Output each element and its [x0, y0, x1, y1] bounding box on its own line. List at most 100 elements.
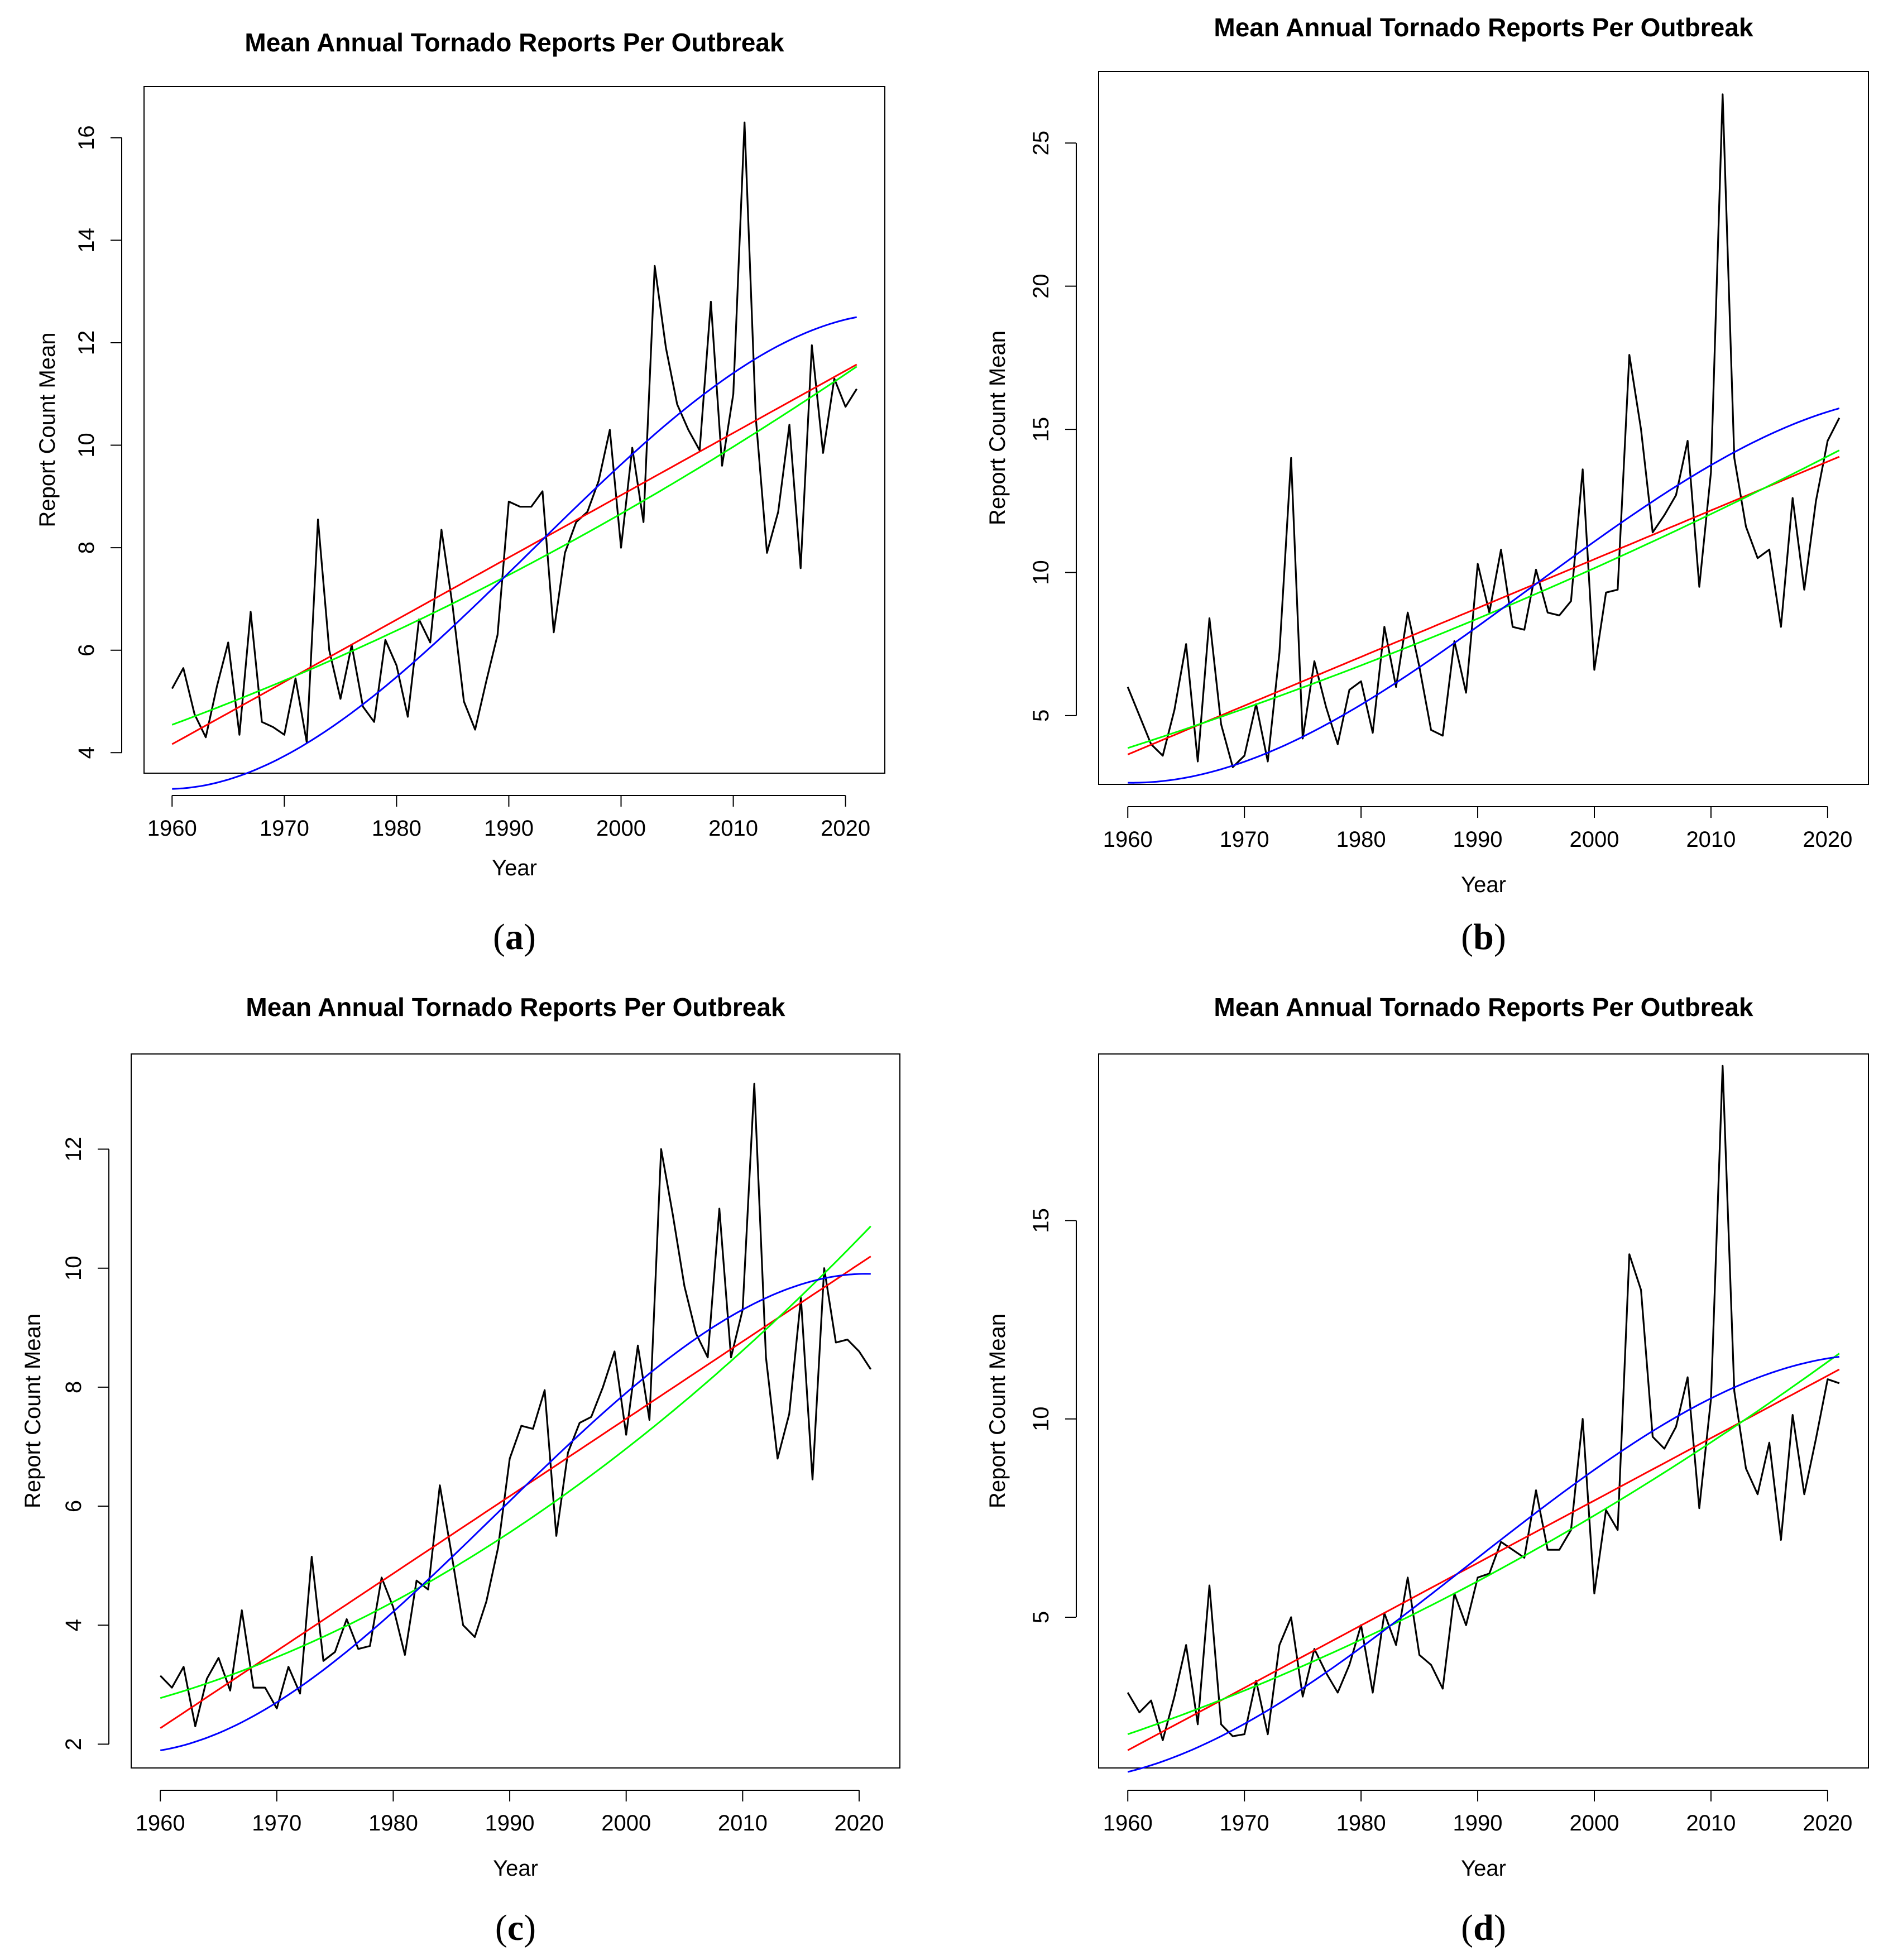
- plot-frame: [131, 1053, 900, 1769]
- plot-frame: [1098, 1053, 1869, 1769]
- chart-panel-a: Mean Annual Tornado Reports Per Outbreak…: [35, 28, 885, 957]
- chart-title: Mean Annual Tornado Reports Per Outbreak: [246, 993, 785, 1022]
- y-tick-label: 12: [74, 330, 99, 356]
- y-axis-label: Report Count Mean: [985, 330, 1010, 525]
- y-tick-label: 8: [61, 1381, 86, 1393]
- caption-letter: b: [1473, 917, 1494, 957]
- y-tick-label: 10: [61, 1255, 86, 1281]
- series-observed-line: [1127, 1065, 1840, 1741]
- y-tick-label: 8: [74, 541, 99, 554]
- chart-title: Mean Annual Tornado Reports Per Outbreak: [1214, 993, 1753, 1022]
- caption-paren-close: ): [524, 1908, 536, 1948]
- x-tick-label: 1990: [1453, 827, 1503, 852]
- x-tick-label: 2010: [718, 1811, 768, 1836]
- x-tick-label: 1980: [368, 1811, 418, 1836]
- series-cubic-trend-line: [1127, 1355, 1839, 1773]
- y-tick-label: 6: [74, 644, 99, 656]
- panel-caption: (a): [493, 917, 536, 957]
- chart-panel-c: Mean Annual Tornado Reports Per Outbreak…: [21, 993, 900, 1948]
- series-linear-trend-line: [160, 1255, 871, 1729]
- y-axis: 2 4 6 8 10 12: [61, 1137, 109, 1750]
- series-quadratic-trend-line: [160, 1225, 871, 1699]
- series-quadratic-trend-line: [1127, 1353, 1840, 1736]
- y-tick-label: 25: [1029, 131, 1053, 156]
- x-tick-label: 1980: [1336, 827, 1386, 852]
- caption-paren-close: ): [524, 917, 536, 957]
- y-tick-label: 20: [1029, 274, 1053, 299]
- x-tick-label: 1970: [252, 1811, 301, 1836]
- y-tick-label: 15: [1029, 417, 1053, 442]
- plot-frame: [143, 86, 885, 774]
- x-axis: 1960 1970 1980 1990 2000 2010 2020: [136, 1790, 884, 1836]
- series-linear-trend-line: [1127, 1368, 1840, 1751]
- caption-paren-open: (: [493, 917, 505, 957]
- panel-caption: (d): [1461, 1908, 1506, 1948]
- y-tick-label: 5: [1029, 1611, 1053, 1623]
- y-tick-label: 6: [61, 1500, 86, 1512]
- x-tick-label: 2000: [1570, 1811, 1619, 1836]
- x-tick-label: 2020: [834, 1811, 884, 1836]
- caption-letter: d: [1473, 1908, 1494, 1948]
- caption-paren-close: ): [1494, 917, 1506, 957]
- y-axis-label: Report Count Mean: [35, 332, 60, 527]
- series-quadratic-trend-line: [171, 366, 857, 726]
- series-quadratic-trend-line: [1127, 449, 1840, 749]
- chart-panel-d: Mean Annual Tornado Reports Per Outbreak…: [985, 993, 1869, 1948]
- x-tick-label: 1970: [1220, 1811, 1269, 1836]
- series-observed-line: [1127, 93, 1841, 768]
- x-tick-label: 2000: [601, 1811, 651, 1836]
- x-tick-label: 2020: [1803, 1811, 1852, 1836]
- x-axis-label: Year: [492, 856, 537, 880]
- x-axis-label: Year: [493, 1856, 538, 1881]
- series-observed-line: [160, 1082, 872, 1727]
- x-tick-label: 2010: [708, 816, 758, 841]
- x-tick-label: 1960: [1103, 827, 1153, 852]
- x-axis: 1960 1970 1980 1990 2000 2010 2020: [147, 795, 870, 841]
- y-tick-label: 10: [1029, 1406, 1053, 1431]
- x-axis: 1960 1970 1980 1990 2000 2010 2020: [1103, 806, 1852, 852]
- chart-title: Mean Annual Tornado Reports Per Outbreak: [245, 28, 784, 57]
- x-tick-label: 2020: [821, 816, 870, 841]
- y-axis-label: Report Count Mean: [985, 1314, 1010, 1508]
- y-axis: 5 10 15 20 25: [1029, 131, 1077, 722]
- x-tick-label: 2000: [596, 816, 646, 841]
- series-cubic-trend-line: [172, 316, 857, 790]
- x-tick-label: 1980: [1336, 1811, 1386, 1836]
- caption-paren-open: (: [1461, 1908, 1473, 1948]
- y-tick-label: 4: [61, 1619, 86, 1631]
- y-tick-label: 5: [1029, 710, 1053, 722]
- x-tick-label: 2010: [1686, 827, 1736, 852]
- x-tick-label: 1990: [484, 816, 534, 841]
- x-axis: 1960 1970 1980 1990 2000 2010 2020: [1103, 1790, 1852, 1836]
- caption-paren-close: ): [1494, 1908, 1506, 1948]
- x-tick-label: 1970: [1220, 827, 1269, 852]
- x-tick-label: 1960: [147, 816, 197, 841]
- x-tick-label: 1990: [1453, 1811, 1503, 1836]
- x-tick-label: 1960: [136, 1811, 185, 1836]
- series-observed-line: [171, 121, 858, 744]
- x-tick-label: 1970: [260, 816, 309, 841]
- caption-paren-open: (: [495, 1908, 507, 1948]
- series-linear-trend-line: [171, 363, 857, 745]
- x-tick-label: 1960: [1103, 1811, 1153, 1836]
- caption-paren-open: (: [1461, 917, 1473, 957]
- y-tick-label: 14: [74, 228, 99, 253]
- panel-caption: (b): [1461, 917, 1506, 957]
- x-tick-label: 2010: [1686, 1811, 1736, 1836]
- x-tick-label: 2000: [1570, 827, 1619, 852]
- y-tick-label: 2: [61, 1738, 86, 1750]
- x-tick-label: 1990: [485, 1811, 535, 1836]
- y-tick-label: 15: [1029, 1208, 1053, 1233]
- y-tick-label: 10: [74, 433, 99, 458]
- series-cubic-trend-line: [1128, 407, 1840, 784]
- plot-frame: [1098, 71, 1869, 785]
- chart-title: Mean Annual Tornado Reports Per Outbreak: [1214, 13, 1753, 42]
- y-tick-label: 4: [74, 746, 99, 759]
- caption-letter: a: [505, 917, 524, 957]
- x-tick-label: 1980: [372, 816, 421, 841]
- x-tick-label: 2020: [1803, 827, 1852, 852]
- x-axis-label: Year: [1461, 873, 1506, 897]
- y-tick-label: 10: [1029, 560, 1053, 585]
- series-cubic-trend-line: [160, 1273, 871, 1751]
